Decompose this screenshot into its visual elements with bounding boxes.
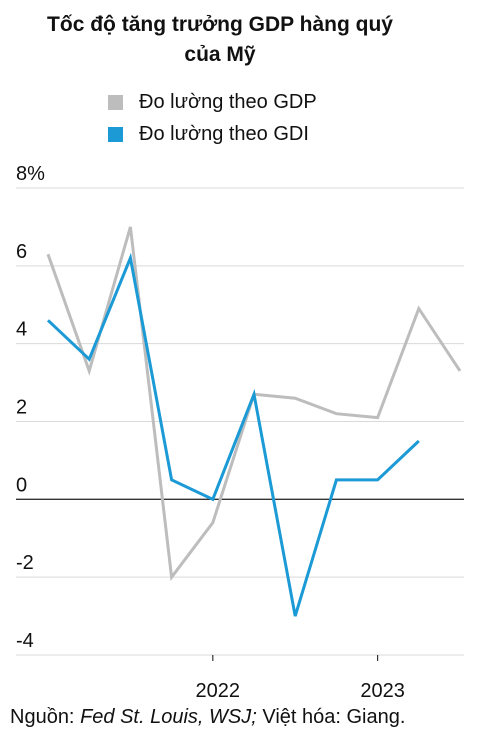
- y-tick-label: 0: [16, 474, 27, 496]
- x-tick-label: 2022: [196, 680, 241, 702]
- y-tick-label: 2: [16, 397, 27, 419]
- y-tick-label: -4: [16, 630, 34, 652]
- legend: Đo lường theo GDP Đo lường theo GDI: [108, 86, 317, 150]
- source-note: Nguồn: Fed St. Louis, WSJ; Việt hóa: Gia…: [10, 706, 405, 729]
- legend-label-gdp: Đo lường theo GDP: [139, 90, 317, 113]
- source-suffix: Việt hóa: Giang.: [256, 706, 406, 728]
- series-line-gdi: [46, 252, 420, 617]
- chart-title-line1: Tốc độ tăng trưởng GDP hàng quý: [47, 13, 393, 36]
- source-italic: Fed St. Louis, WSJ;: [80, 706, 257, 728]
- y-tick-label: -2: [16, 552, 34, 574]
- legend-swatch-gdi: [108, 126, 123, 142]
- chart-title-line2: của Mỹ: [184, 43, 256, 66]
- legend-item-gdp: Đo lường theo GDP: [108, 86, 317, 118]
- line-chart: 8% 6 4 2 0 -2 -4 2022 2023: [16, 163, 464, 702]
- legend-swatch-gdp: [108, 94, 123, 110]
- x-tick-label: 2023: [360, 680, 405, 702]
- y-tick-label: 4: [16, 319, 27, 341]
- source-prefix: Nguồn:: [10, 706, 81, 728]
- y-tick-label: 6: [16, 241, 27, 263]
- chart-title: Tốc độ tăng trưởng GDP hàng quý của Mỹ: [0, 10, 440, 70]
- y-tick-label: 8%: [16, 163, 45, 185]
- legend-item-gdi: Đo lường theo GDI: [108, 118, 317, 150]
- legend-label-gdi: Đo lường theo GDI: [139, 122, 309, 145]
